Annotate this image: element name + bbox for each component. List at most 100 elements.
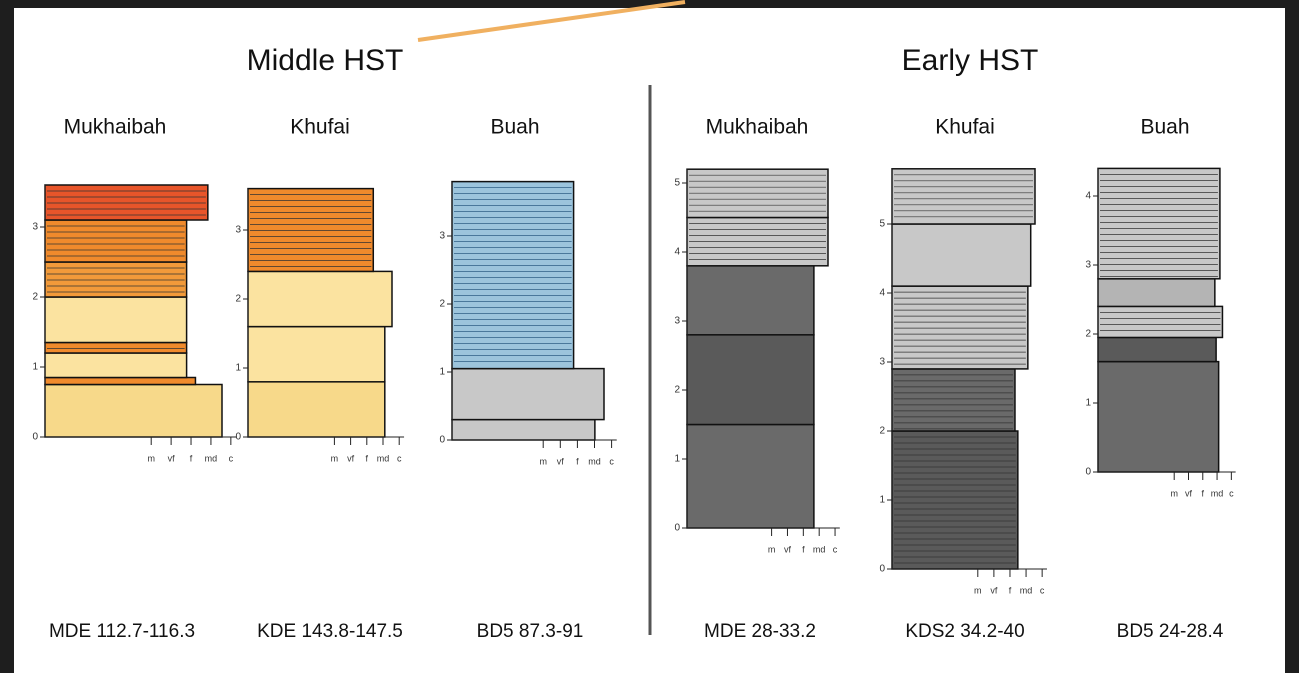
tick-label: 1 — [1085, 398, 1091, 409]
bed — [1097, 278, 1216, 308]
grain-label: c — [1229, 488, 1234, 498]
grain-label: md — [205, 453, 218, 463]
group-title: Early HST — [902, 44, 1039, 77]
tick-label: 0 — [674, 523, 680, 534]
core-id: MDE 28-33.2 — [704, 621, 816, 642]
bed — [891, 285, 1029, 370]
bed — [247, 270, 393, 328]
column-name: Mukhaibah — [706, 116, 809, 139]
bed — [1097, 360, 1220, 473]
grain-label: f — [1009, 585, 1012, 595]
grain-label: m — [539, 456, 547, 466]
bed — [44, 376, 197, 386]
bed — [891, 430, 1019, 570]
grain-label: c — [229, 453, 234, 463]
column-name: Buah — [1140, 116, 1189, 139]
bed — [686, 265, 815, 336]
tick-label: 2 — [1085, 329, 1091, 340]
bed — [44, 352, 188, 379]
tick-label: 1 — [439, 367, 445, 378]
grain-label: md — [1020, 585, 1033, 595]
bed — [44, 219, 188, 263]
bed — [451, 180, 575, 370]
bed — [247, 187, 375, 273]
grain-label: f — [366, 453, 369, 463]
bed — [891, 223, 1032, 287]
grain-label: m — [147, 453, 155, 463]
tick-label: 1 — [235, 363, 241, 374]
grain-label: m — [768, 544, 776, 554]
grain-label: md — [813, 544, 826, 554]
tick-label: 1 — [879, 495, 885, 506]
tick-label: 0 — [439, 435, 445, 446]
bed — [686, 334, 815, 426]
grain-label: c — [1040, 585, 1045, 595]
grain-label: vf — [990, 585, 998, 595]
tick-label: 4 — [879, 288, 885, 299]
bed — [44, 383, 223, 438]
grain-label: md — [588, 456, 601, 466]
grain-label: vf — [557, 456, 565, 466]
bed — [247, 381, 386, 438]
core-id: KDS2 34.2-40 — [905, 621, 1024, 642]
core-id: MDE 112.7-116.3 — [49, 621, 195, 642]
tick-label: 1 — [674, 454, 680, 465]
group-title: Middle HST — [247, 44, 404, 77]
tick-label: 3 — [439, 231, 445, 242]
tick-label: 0 — [879, 564, 885, 575]
tick-label: 3 — [674, 316, 680, 327]
bed — [44, 296, 188, 344]
tick-label: 0 — [32, 432, 38, 443]
tick-label: 3 — [879, 357, 885, 368]
tick-label: 1 — [32, 362, 38, 373]
tick-label: 4 — [1085, 191, 1091, 202]
tick-label: 4 — [674, 247, 680, 258]
grain-label: f — [190, 453, 193, 463]
grain-label: c — [833, 544, 838, 554]
bed — [891, 368, 1016, 432]
grain-label: vf — [347, 453, 355, 463]
grain-label: c — [397, 453, 402, 463]
grain-label: vf — [784, 544, 792, 554]
column-name: Mukhaibah — [64, 116, 167, 139]
bed — [1097, 305, 1224, 339]
grain-label: md — [377, 453, 390, 463]
core-id: BD5 24-28.4 — [1117, 621, 1224, 642]
core-id: BD5 87.3-91 — [477, 621, 584, 642]
grain-label: f — [802, 544, 805, 554]
bed — [1097, 336, 1217, 363]
tick-label: 5 — [674, 178, 680, 189]
tick-label: 2 — [674, 385, 680, 396]
connector — [417, 0, 686, 42]
bed — [44, 341, 188, 354]
grain-label: vf — [168, 453, 176, 463]
bed — [247, 325, 386, 383]
tick-label: 2 — [439, 299, 445, 310]
tick-label: 3 — [32, 222, 38, 233]
tick-label: 0 — [235, 432, 241, 443]
column-name: Khufai — [935, 116, 995, 139]
tick-label: 3 — [235, 225, 241, 236]
grain-label: m — [331, 453, 339, 463]
bed — [1097, 167, 1221, 280]
tick-label: 2 — [235, 294, 241, 305]
bed — [451, 418, 596, 441]
grain-label: md — [1211, 488, 1224, 498]
tick-label: 3 — [1085, 260, 1091, 271]
bed — [686, 423, 815, 529]
core-id: KDE 143.8-147.5 — [257, 621, 403, 642]
grain-label: f — [576, 456, 579, 466]
tick-label: 2 — [879, 426, 885, 437]
grain-label: m — [1170, 488, 1178, 498]
column-name: Khufai — [290, 116, 350, 139]
tick-label: 5 — [879, 219, 885, 230]
tick-label: 0 — [1085, 467, 1091, 478]
grain-label: vf — [1185, 488, 1193, 498]
bed — [891, 168, 1036, 225]
tick-label: 2 — [32, 292, 38, 303]
bed — [451, 367, 605, 421]
grain-label: c — [609, 456, 614, 466]
grain-label: m — [974, 585, 982, 595]
grain-label: f — [1202, 488, 1205, 498]
